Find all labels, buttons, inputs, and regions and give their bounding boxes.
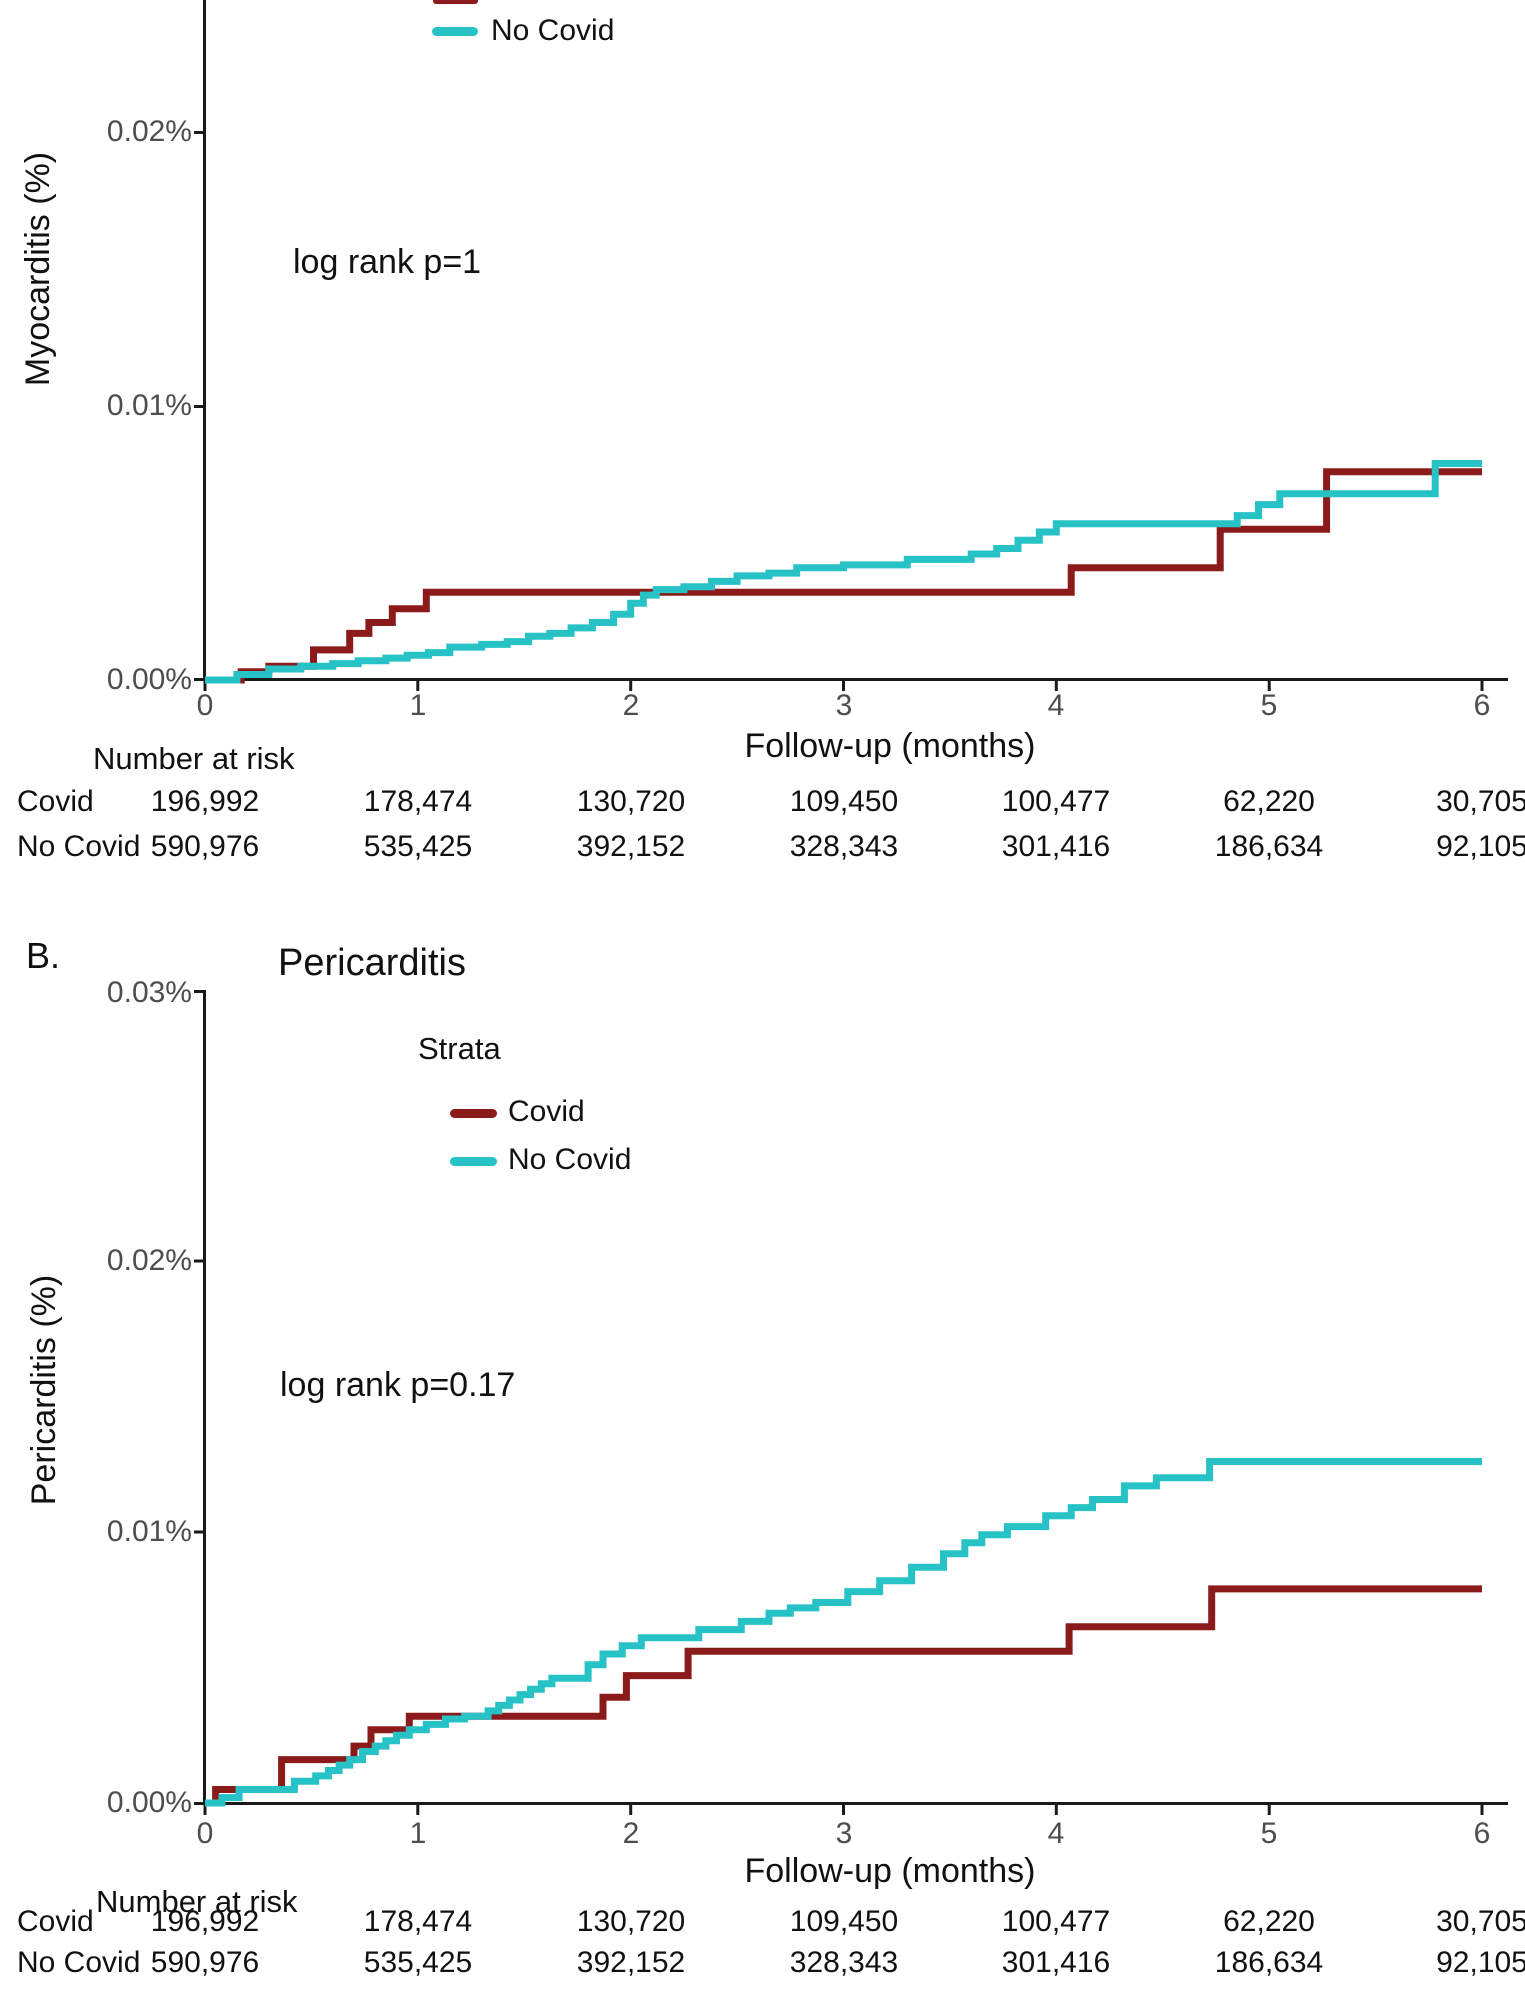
panel-b-legend-covid-label: Covid [508, 1095, 585, 1128]
panel-b-xtick-1: 1 [409, 1817, 427, 1850]
panel-a-xtick-2: 2 [622, 689, 640, 722]
panel-a-legend-covid-swatch-cutoff [433, 0, 478, 4]
panel-b-risk-covid-2: 130,720 [576, 1905, 686, 1938]
panel-b-xtick-3: 3 [835, 1817, 853, 1850]
panel-a-risk-covid-1: 178,474 [363, 785, 473, 818]
panel-a-curves [205, 460, 1482, 684]
panel-b-xtick-5: 5 [1260, 1817, 1278, 1850]
panel-b-number-at-risk-title: Number at risk [96, 1884, 298, 1919]
panel-b-risk-row-nocovid-label: No Covid [17, 1946, 141, 1979]
panel-a-ytick-label-000: 0.00% [106, 663, 192, 696]
panel-a-risk-covid-4: 100,477 [1001, 785, 1111, 818]
panel-b-x-ticks [203, 1805, 1484, 1815]
panel-a-covid-curve [205, 468, 1482, 684]
panel-a-xtick-3: 3 [835, 689, 853, 722]
panel-a-risk-nocovid-1: 535,425 [363, 830, 473, 863]
panel-a-legend-no-covid-swatch [432, 27, 478, 36]
panel-b-xtick-4: 4 [1047, 1817, 1065, 1850]
panel-a-risk-nocovid-5: 186,634 [1214, 830, 1324, 863]
panel-b-ytick-label-002: 0.02% [106, 1244, 192, 1277]
panel-a-risk-covid-2: 130,720 [576, 785, 686, 818]
panel-b-covid-curve [205, 1585, 1482, 1807]
panel-b-xtick-0: 0 [196, 1817, 214, 1850]
panel-b-legend-no-covid-swatch [450, 1157, 497, 1166]
panel-a-ytick-label-001: 0.01% [106, 389, 192, 422]
panel-b-y-axis-title: Pericarditis (%) [25, 1274, 63, 1506]
panel-b-risk-covid-4: 100,477 [1001, 1905, 1111, 1938]
panel-b-xtick-2: 2 [622, 1817, 640, 1850]
panel-b-xtick-6: 6 [1473, 1817, 1491, 1850]
panel-a-legend-no-covid-label: No Covid [491, 14, 615, 47]
panel-b-risk-covid-3: 109,450 [789, 1905, 899, 1938]
panel-b-risk-nocovid-3: 328,343 [789, 1946, 899, 1979]
panel-a-xtick-6: 6 [1473, 689, 1491, 722]
panel-a-risk-nocovid-0: 590,976 [150, 830, 260, 863]
panel-b-risk-row-covid-label: Covid [17, 1905, 94, 1938]
panel-a-x-axis-title: Follow-up (months) [744, 727, 1036, 765]
panel-a-xtick-4: 4 [1047, 689, 1065, 722]
panel-a-xtick-5: 5 [1260, 689, 1278, 722]
panel-b-risk-covid-5: 62,220 [1223, 1905, 1315, 1938]
panel-a-xtick-1: 1 [409, 689, 427, 722]
panel-b-legend-title: Strata [418, 1031, 501, 1066]
panel-b-legend-covid-swatch [450, 1109, 497, 1118]
panel-a-risk-row-nocovid-label: No Covid [17, 830, 141, 863]
panel-a-risk-covid-5: 62,220 [1223, 785, 1315, 818]
panel-b-title: Pericarditis [278, 942, 466, 984]
panel-b-logrank-annotation: log rank p=0.17 [280, 1366, 516, 1404]
panel-b-legend-no-covid-label: No Covid [508, 1143, 632, 1176]
panel-b-axes [194, 990, 1508, 1815]
panel-a-number-at-risk-title: Number at risk [93, 741, 295, 776]
panel-b-ytick-label-003: 0.03% [106, 976, 192, 1009]
panel-b-risk-nocovid-0: 590,976 [150, 1946, 260, 1979]
panel-b-risk-nocovid-5: 186,634 [1214, 1946, 1324, 1979]
panel-b-x-axis-title: Follow-up (months) [744, 1852, 1036, 1890]
panel-b-risk-covid-6: 30,705 [1436, 1905, 1525, 1938]
panel-a-y-axis-title: Myocarditis (%) [19, 151, 57, 387]
panel-a-risk-covid-3: 109,450 [789, 785, 899, 818]
panel-b-ytick-label-000: 0.00% [106, 1786, 192, 1819]
panel-b-no-covid-curve [205, 1458, 1482, 1807]
panel-a-ytick-label-002: 0.02% [106, 115, 192, 148]
panel-b-risk-nocovid-2: 392,152 [576, 1946, 686, 1979]
panel-b-curves [205, 1458, 1482, 1807]
panel-a-risk-covid-6: 30,705 [1436, 785, 1525, 818]
panel-a-risk-covid-0: 196,992 [150, 785, 260, 818]
panel-a-logrank-annotation: log rank p=1 [293, 243, 482, 281]
panel-b-risk-nocovid-1: 535,425 [363, 1946, 473, 1979]
panel-b-ytick-label-001: 0.01% [106, 1515, 192, 1548]
panel-a-risk-nocovid-3: 328,343 [789, 830, 899, 863]
panel-b-risk-covid-1: 178,474 [363, 1905, 473, 1938]
panel-a-risk-row-covid-label: Covid [17, 785, 94, 818]
panel-a-xtick-0: 0 [196, 689, 214, 722]
panel-b-risk-nocovid-4: 301,416 [1001, 1946, 1111, 1979]
panel-b-risk-nocovid-6: 92,105 [1436, 1946, 1525, 1979]
panel-a-no-covid-curve [205, 460, 1482, 684]
panel-a-axes [194, 0, 1508, 691]
panel-a-risk-nocovid-2: 392,152 [576, 830, 686, 863]
panel-b-label: B. [26, 935, 61, 976]
panel-b-risk-covid-0: 196,992 [150, 1905, 260, 1938]
panel-a-risk-nocovid-4: 301,416 [1001, 830, 1111, 863]
panel-a-risk-nocovid-6: 92,105 [1436, 830, 1525, 863]
